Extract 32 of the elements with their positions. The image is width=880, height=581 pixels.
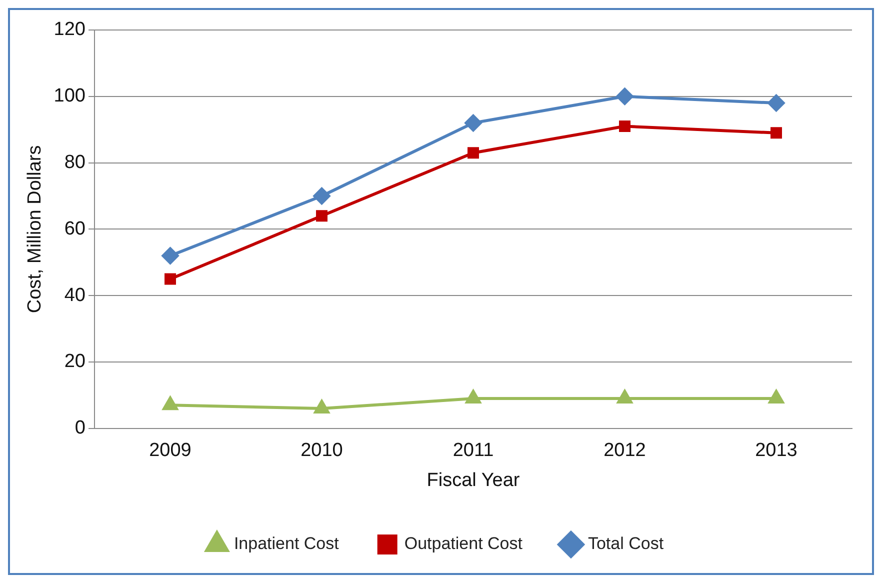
y-tick-label: 0: [74, 418, 86, 439]
point: [316, 210, 328, 222]
x-tick-label: 2010: [300, 440, 343, 462]
point: [164, 273, 176, 285]
point: [466, 390, 481, 404]
point: [162, 396, 178, 410]
point: [313, 188, 330, 204]
x-tick-label: 2012: [604, 440, 646, 462]
y-tick-label: 20: [64, 351, 86, 372]
x-tick-label: 2009: [149, 440, 192, 462]
point: [162, 247, 179, 264]
legend-label: Inpatient Cost: [234, 534, 340, 554]
y-tick-label: 40: [64, 284, 86, 306]
y-tick-label: 120: [54, 19, 86, 40]
x-tick-label: 2011: [452, 440, 494, 462]
point: [768, 390, 784, 404]
point: [617, 390, 632, 404]
legend-label: Total Cost: [588, 534, 664, 554]
point: [616, 88, 634, 105]
x-tick-label: 2013: [755, 440, 798, 462]
point: [468, 147, 479, 159]
x-axis-title: Fiscal Year: [426, 470, 520, 491]
legend-label: Outpatient Cost: [404, 534, 523, 554]
point: [314, 400, 330, 414]
y-tick-label: 60: [64, 218, 86, 240]
point: [770, 127, 782, 139]
y-tick-label: 100: [54, 86, 86, 107]
point: [768, 94, 785, 112]
y-tick-label: 80: [64, 152, 86, 174]
point: [619, 120, 630, 132]
point: [464, 114, 482, 132]
y-axis-title: Cost, Million Dollars: [24, 145, 46, 314]
